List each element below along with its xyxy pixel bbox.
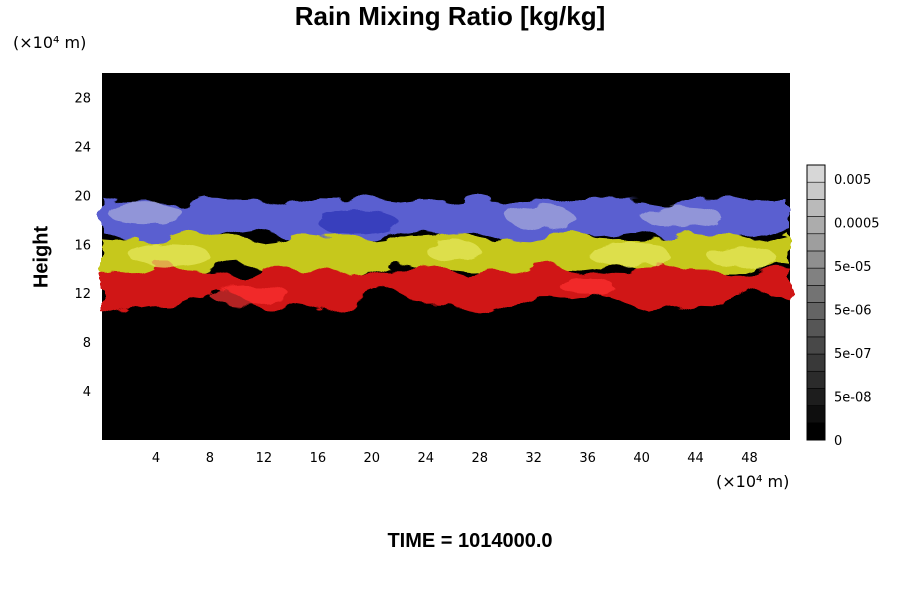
colorbar-label: 5e-07 — [834, 347, 872, 362]
x-tick-label: 36 — [579, 451, 596, 466]
colorbar-swatch — [806, 388, 826, 406]
colorbar-label: 5e-06 — [834, 304, 872, 319]
y-tick-label: 28 — [74, 91, 91, 106]
x-tick-label: 20 — [364, 451, 381, 466]
colorbar-label: 0.005 — [834, 173, 871, 188]
y-tick-label: 8 — [83, 336, 91, 351]
y-axis-unit: (×10⁴ m) — [13, 33, 87, 52]
colorbar-swatch — [806, 233, 826, 252]
x-axis-unit: (×10⁴ m) — [716, 472, 790, 491]
y-tick-label: 24 — [74, 140, 91, 155]
colorbar-swatch — [806, 164, 826, 183]
x-tick-label: 8 — [206, 451, 214, 466]
y-tick-label: 4 — [83, 385, 91, 400]
x-tick-label: 24 — [417, 451, 434, 466]
colorbar-label: 0 — [834, 434, 842, 449]
colorbar-swatch — [806, 405, 826, 424]
colorbar-swatch — [806, 336, 826, 355]
x-tick-label: 40 — [633, 451, 650, 466]
x-tick-label: 32 — [525, 451, 542, 466]
colorbar-swatch — [806, 181, 826, 200]
field-patch — [506, 205, 575, 230]
field-patch — [425, 239, 480, 262]
colorbar-swatch — [806, 285, 826, 303]
y-tick-label: 12 — [74, 287, 91, 302]
x-tick-label: 48 — [741, 451, 758, 466]
x-tick-label: 16 — [310, 451, 327, 466]
colorbar-swatch — [806, 319, 826, 338]
colorbar-swatch — [806, 267, 826, 286]
colorbar-swatch — [806, 370, 826, 389]
colorbar: 0.005 0.0005 5e-05 5e-06 5e-07 5e-08 0 — [806, 164, 880, 449]
chart-title: Rain Mixing Ratio [kg/kg] — [294, 1, 606, 31]
colorbar-swatch — [806, 302, 826, 320]
colorbar-swatch — [806, 199, 826, 217]
y-tick-label: 20 — [74, 189, 91, 204]
field-patch — [317, 210, 399, 235]
x-tick-label: 44 — [687, 451, 704, 466]
colorbar-swatch — [806, 422, 826, 441]
colorbar-swatch — [806, 216, 826, 235]
colorbar-label: 5e-08 — [834, 391, 872, 406]
x-tick-label: 12 — [256, 451, 273, 466]
band-upper — [102, 196, 790, 245]
field-patch — [587, 241, 669, 267]
field-patch — [128, 244, 210, 267]
x-tick-label: 4 — [152, 451, 160, 466]
field-patch — [108, 202, 183, 225]
field-patch — [641, 207, 723, 228]
colorbar-frame — [806, 164, 826, 441]
field-patch — [560, 278, 615, 296]
field-highlights — [108, 202, 777, 306]
field-patch — [709, 246, 777, 269]
x-tick-label: 28 — [471, 451, 488, 466]
time-label: TIME = 1014000.0 — [387, 530, 553, 552]
field-patch — [209, 285, 291, 306]
colorbar-swatch — [806, 250, 826, 269]
y-tick-label: 16 — [74, 238, 91, 253]
colorbar-label: 5e-05 — [834, 260, 872, 275]
colorbar-label: 0.0005 — [834, 217, 880, 232]
colorbar-swatch — [806, 353, 826, 372]
